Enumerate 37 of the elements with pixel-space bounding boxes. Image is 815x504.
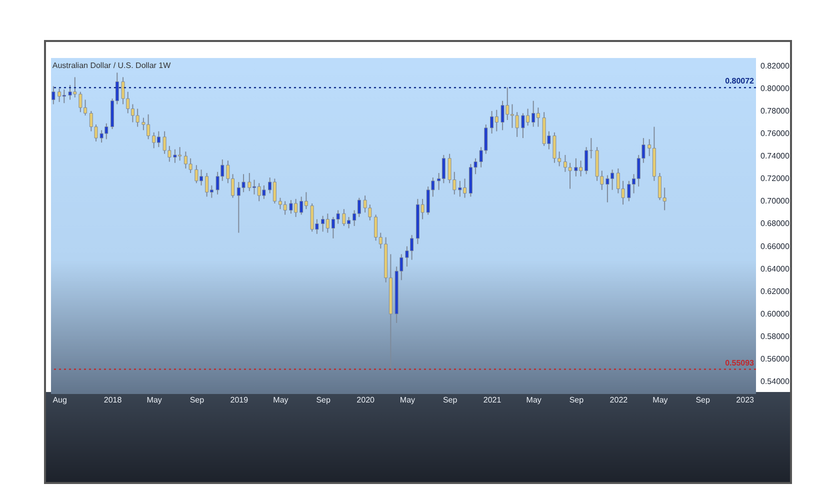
- x-tick-label: 2023: [736, 396, 755, 404]
- x-tick-label: May: [526, 396, 542, 404]
- x-tick-label: Aug: [52, 396, 67, 404]
- x-tick-label: 2022: [610, 396, 628, 404]
- y-tick-label: 0.66000: [760, 242, 790, 251]
- y-tick-label: 0.78000: [760, 106, 790, 116]
- y-tick-label: 0.56000: [760, 354, 790, 364]
- x-tick-label: May: [146, 396, 162, 404]
- x-tick-label: 2020: [356, 396, 376, 404]
- y-tick-label: 0.76000: [760, 129, 790, 138]
- y-tick-label: 0.72000: [760, 174, 790, 184]
- candlestick: [584, 146, 588, 175]
- x-tick-label: May: [400, 396, 416, 404]
- x-tick-label: 2018: [104, 396, 122, 404]
- x-tick-label: 2021: [483, 396, 502, 404]
- x-tick-label: Sep: [190, 396, 205, 404]
- x-tick-label: May: [273, 396, 288, 404]
- y-tick-label: 0.82000: [760, 61, 790, 70]
- y-tick-label: 0.60000: [760, 309, 790, 318]
- y-tick-label: 0.70000: [760, 196, 790, 206]
- y-tick-label: 0.58000: [760, 332, 790, 341]
- x-tick-label: Sep: [696, 396, 710, 404]
- x-tick-label: Sep: [569, 396, 584, 404]
- x-tick-label: Sep: [442, 396, 458, 404]
- y-tick-label: 0.74000: [760, 152, 790, 161]
- x-tick-label: 2019: [230, 396, 249, 404]
- x-tick-label: Sep: [316, 396, 331, 404]
- y-tick-label: 0.80000: [760, 84, 790, 93]
- x-tick-label: May: [652, 396, 668, 404]
- y-tick-label: 0.54000: [760, 377, 790, 386]
- y-tick-label: 0.62000: [760, 286, 790, 296]
- candlestick: [52, 86, 56, 105]
- ref-line-label: 0.55093: [725, 358, 755, 368]
- ref-line-label: 0.80072: [725, 76, 755, 86]
- y-tick-label: 0.64000: [760, 264, 790, 274]
- y-tick-label: 0.68000: [760, 219, 790, 228]
- chart-title: Australian Dollar / U.S. Dollar 1W: [52, 61, 172, 70]
